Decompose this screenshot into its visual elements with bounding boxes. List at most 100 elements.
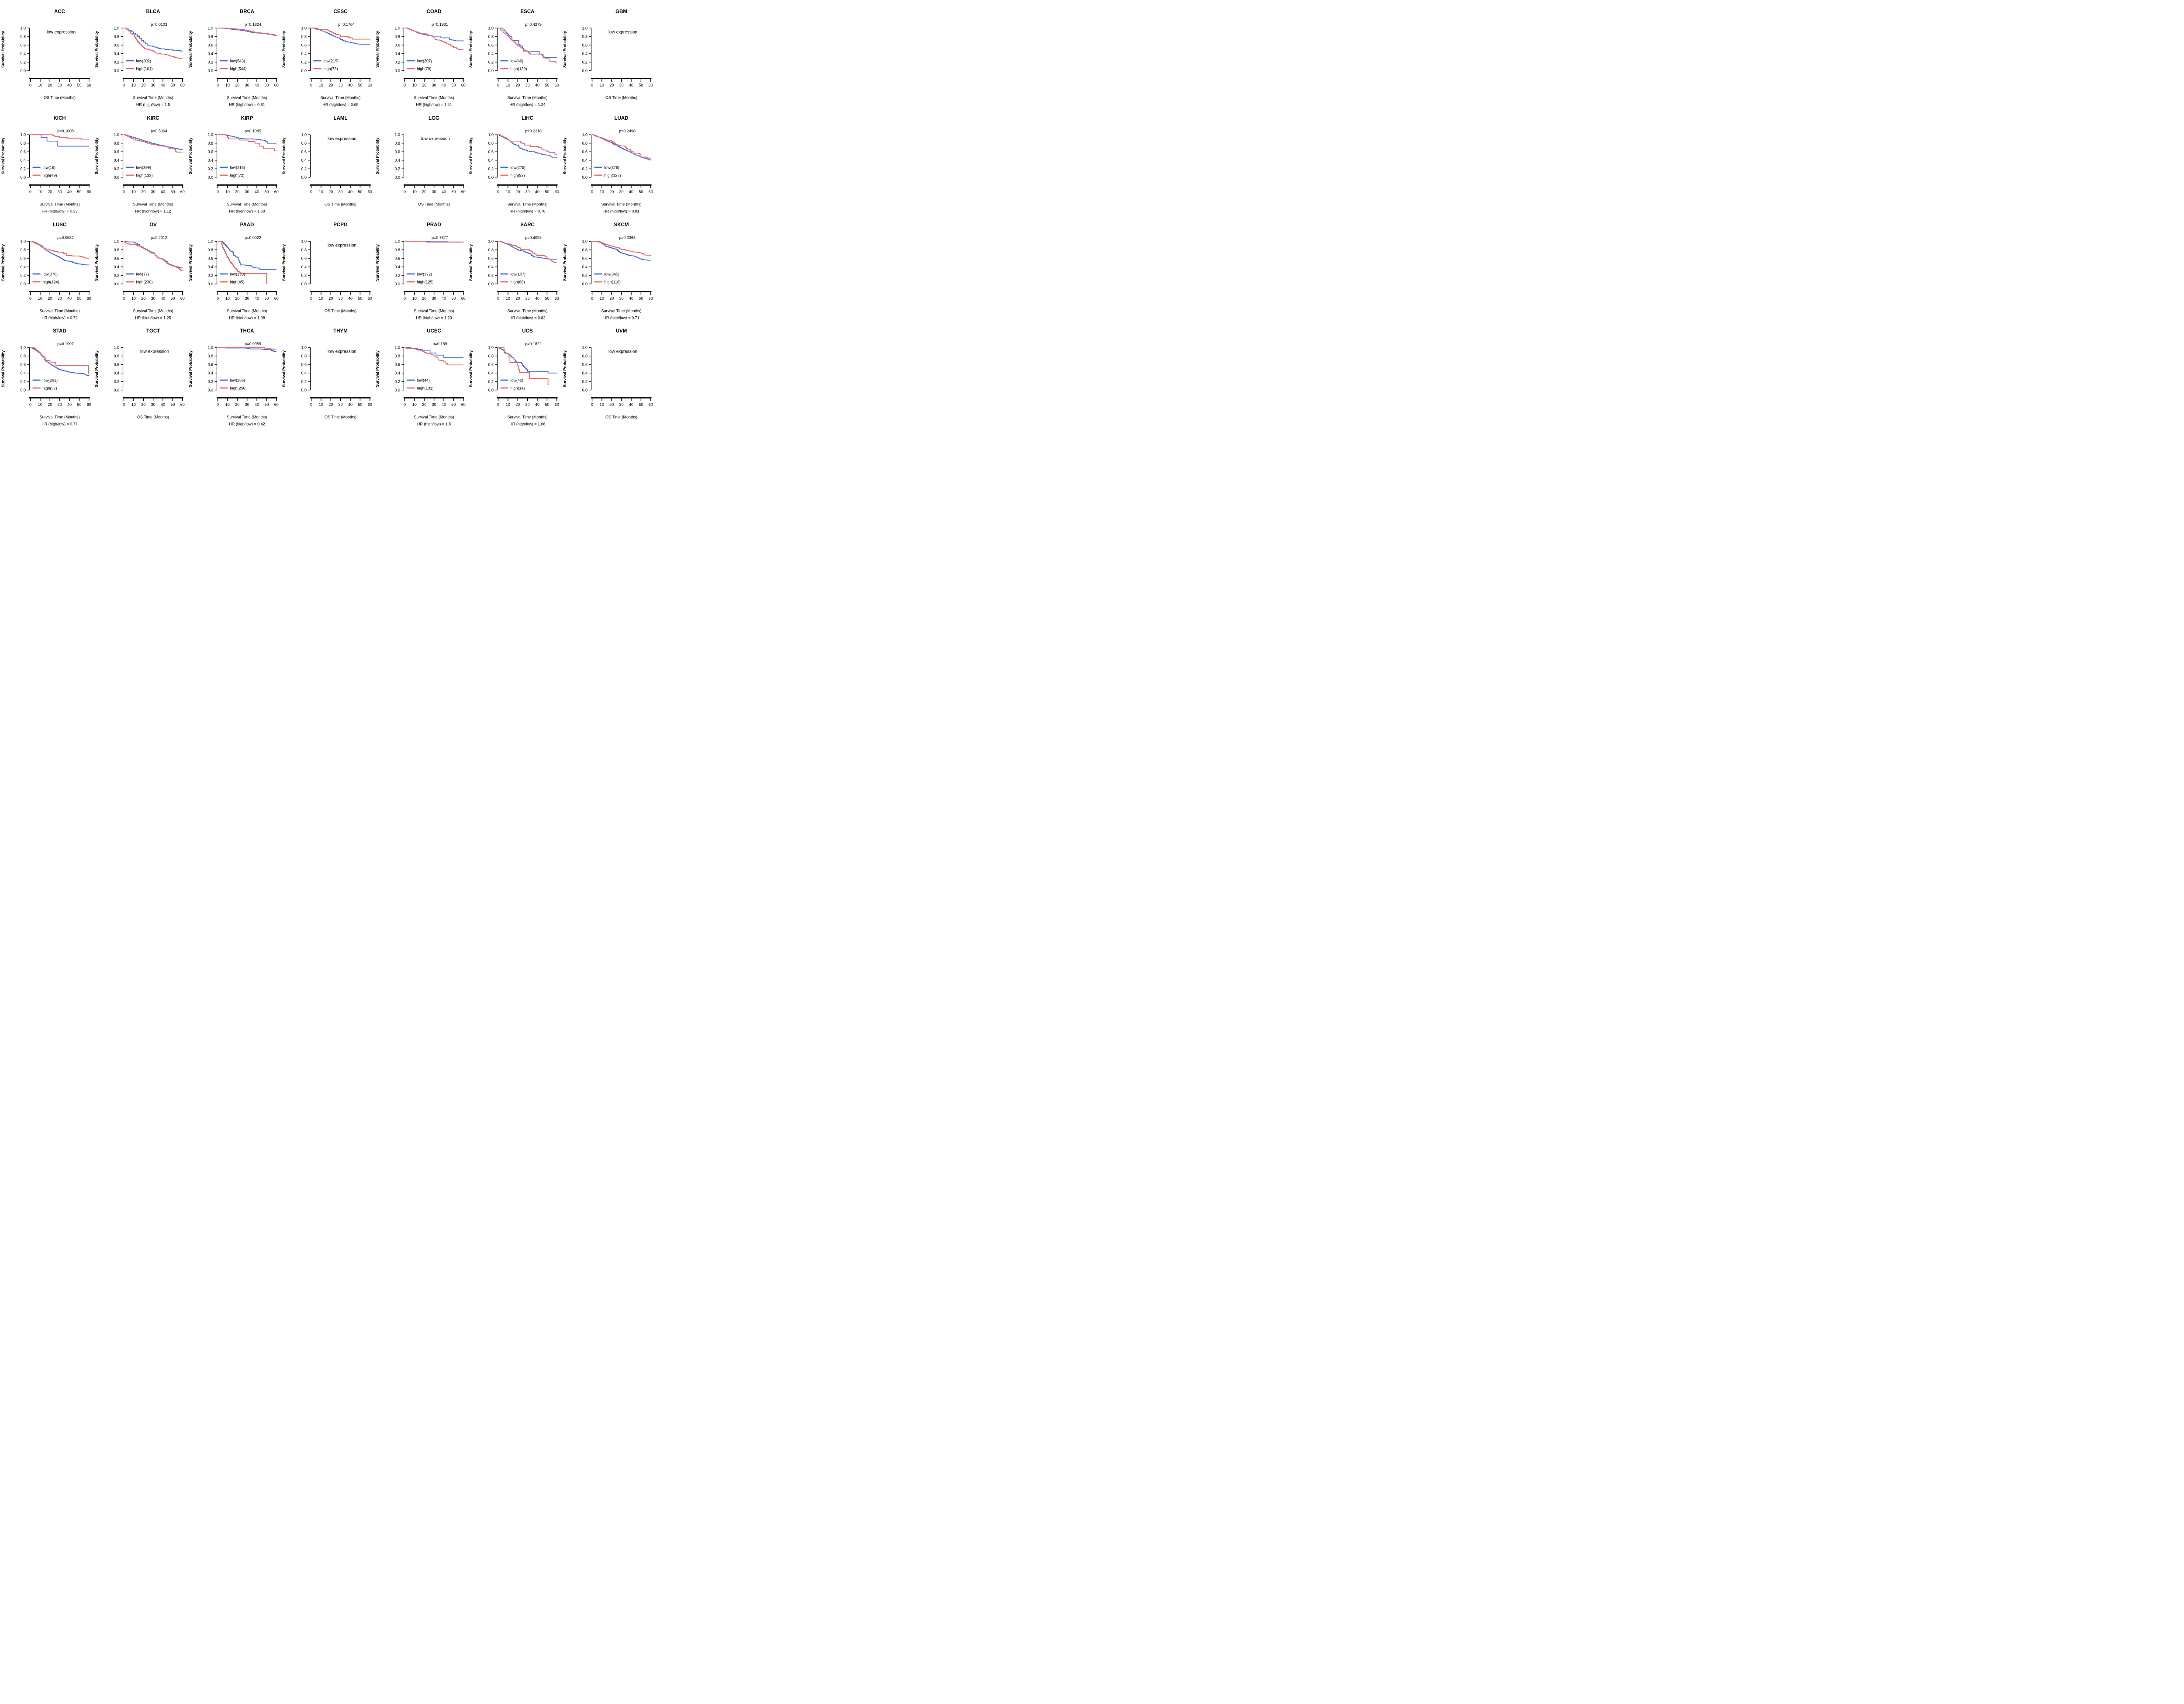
x-tick-label: 10 — [319, 83, 323, 87]
y-tick-label: 0.8 — [21, 248, 26, 252]
x-tick-label: 40 — [255, 296, 259, 301]
x-axis: 0 10 20 30 40 50 60 — [29, 291, 91, 301]
x-tick-label: 40 — [442, 296, 446, 301]
y-tick-label: 0.2 — [582, 380, 587, 384]
low-survival-curve — [30, 134, 89, 147]
x-tick-label: 50 — [545, 402, 549, 407]
y-axis: 0.0 0.2 0.4 0.6 0.8 1.0 — [114, 239, 124, 286]
legend-label-low: low(256) — [230, 378, 245, 383]
x-axis-title: Survival Time (Months) — [508, 202, 548, 206]
x-tick-label: 0 — [217, 296, 219, 301]
x-axis-title: Survival Time (Months) — [508, 308, 548, 313]
x-tick-label: 20 — [142, 190, 146, 194]
legend-label-high: high(124) — [43, 280, 59, 284]
x-tick-label: 10 — [412, 190, 417, 194]
x-axis-title: Survival Time (Months) — [227, 415, 267, 419]
x-tick-label: 30 — [525, 83, 530, 87]
x-axis: 0 10 20 30 40 50 60 — [497, 291, 559, 301]
y-tick-label: 1.0 — [114, 132, 120, 137]
y-tick-label: 1.0 — [207, 346, 213, 350]
low-expression-note: low expression — [47, 30, 76, 35]
y-axis-title: Survival Probability — [563, 31, 567, 68]
hr-annotation: HR (high/low) = 0.82 — [510, 315, 546, 319]
y-tick-label: 0.6 — [395, 256, 401, 260]
y-tick-label: 0.2 — [207, 60, 213, 65]
y-tick-label: 0.4 — [114, 265, 120, 269]
y-axis-title: Survival Probability — [188, 350, 193, 387]
km-plot-PAAD: PAAD 0.0 0.2 0.4 0.6 0.8 1.0 0 10 20 30 40 50 60 Survi… — [188, 222, 279, 320]
km-plot-LIHC: LIHC 0.0 0.2 0.4 0.6 0.8 1.0 0 10 20 30 40 50 60 Survi… — [469, 116, 559, 213]
x-tick-label: 30 — [151, 190, 156, 194]
km-panel-KICH: KICH 0.0 0.2 0.4 0.6 0.8 1.0 0 10 20 30 40 50 60 Survi… — [0, 107, 93, 213]
km-panel-PCPG: PCPG 0.0 0.2 0.4 0.6 0.8 1.0 0 10 20 30 40 50 60 Survi… — [281, 213, 374, 320]
y-tick-label: 0.4 — [582, 265, 587, 269]
legend: low(302) high(101) — [126, 59, 153, 71]
hr-annotation: HR (high/low) = 0.71 — [603, 315, 639, 319]
hr-annotation: HR (high/low) = 1.68 — [229, 209, 265, 213]
x-tick-label: 40 — [348, 296, 352, 301]
x-tick-label: 10 — [38, 83, 42, 87]
x-tick-label: 0 — [591, 296, 593, 301]
y-tick-label: 0.2 — [301, 273, 307, 277]
p-value: p=0.1085 — [245, 129, 261, 133]
x-axis-title: Survival Time (Months) — [133, 96, 173, 100]
y-tick-label: 1.0 — [582, 239, 587, 243]
x-tick-label: 0 — [310, 83, 312, 87]
km-plot-SKCM: SKCM 0.0 0.2 0.4 0.6 0.8 1.0 0 10 20 30 40 50 60 Survi… — [563, 222, 653, 320]
legend: low(543) high(544) — [220, 59, 246, 71]
x-tick-label: 50 — [452, 190, 456, 194]
legend-label-high: high(230) — [136, 280, 153, 284]
x-tick-label: 50 — [171, 402, 175, 407]
low-expression-note: low expression — [608, 350, 637, 354]
km-plot-UVM: UVM 0.0 0.2 0.4 0.6 0.8 1.0 0 10 20 30 40 50 60 Surviv… — [563, 329, 653, 419]
x-tick-label: 0 — [497, 83, 499, 87]
low-expression-note: low expression — [328, 350, 356, 354]
x-tick-label: 60 — [555, 83, 559, 87]
low-survival-curve — [218, 134, 276, 144]
legend: low(44) high(131) — [407, 378, 434, 391]
y-tick-label: 0.8 — [582, 248, 587, 252]
x-tick-label: 30 — [245, 83, 249, 87]
x-tick-label: 20 — [422, 296, 426, 301]
legend-label-high: high(45) — [230, 280, 244, 284]
y-tick-label: 0.2 — [488, 273, 494, 277]
y-tick-label: 0.0 — [301, 388, 307, 392]
y-tick-label: 0.2 — [21, 273, 26, 277]
y-tick-label: 0.8 — [582, 354, 587, 358]
y-tick-label: 0.6 — [301, 149, 307, 154]
y-tick-label: 0.0 — [114, 69, 120, 73]
x-tick-label: 60 — [461, 83, 466, 87]
panel-title: LIHC — [522, 116, 534, 121]
y-tick-label: 0.4 — [301, 52, 307, 56]
y-axis-title: Survival Probability — [1, 244, 5, 281]
x-tick-label: 40 — [629, 296, 633, 301]
low-survival-curve — [218, 28, 277, 36]
x-tick-label: 60 — [274, 83, 278, 87]
hr-annotation: HR (high/low) = 1.66 — [510, 422, 546, 426]
km-plot-PCPG: PCPG 0.0 0.2 0.4 0.6 0.8 1.0 0 10 20 30 40 50 60 Survi… — [282, 222, 372, 313]
high-survival-curve — [498, 28, 557, 64]
y-tick-label: 0.8 — [114, 35, 120, 39]
legend-label-high: high(131) — [417, 386, 434, 391]
km-panel-UCEC: UCEC 0.0 0.2 0.4 0.6 0.8 1.0 0 10 20 30 40 50 60 Survi… — [374, 319, 468, 426]
hr-annotation: HR (high/low) = 0.33 — [41, 209, 77, 213]
panel-title: STAD — [53, 329, 66, 334]
km-plot-UCS: UCS 0.0 0.2 0.4 0.6 0.8 1.0 0 10 20 30 40 50 60 Surviv… — [469, 329, 559, 426]
km-panel-ESCA: ESCA 0.0 0.2 0.4 0.6 0.8 1.0 0 10 20 30 40 50 60 Survi… — [468, 0, 561, 107]
x-tick-label: 60 — [87, 83, 91, 87]
legend-label-low: low(372) — [417, 272, 432, 276]
y-tick-label: 0.0 — [114, 388, 120, 392]
y-tick-label: 0.4 — [488, 265, 494, 269]
x-tick-label: 60 — [368, 402, 372, 407]
y-tick-label: 0.2 — [488, 60, 494, 65]
x-tick-label: 30 — [525, 402, 530, 407]
km-panel-KIRP: KIRP 0.0 0.2 0.4 0.6 0.8 1.0 0 10 20 30 40 50 60 Survi… — [187, 107, 281, 213]
x-tick-label: 20 — [48, 402, 52, 407]
x-tick-label: 40 — [161, 190, 165, 194]
high-survival-curve — [218, 347, 276, 350]
x-tick-label: 50 — [77, 296, 81, 301]
x-tick-label: 40 — [255, 83, 259, 87]
x-tick-label: 50 — [545, 190, 549, 194]
y-tick-label: 0.8 — [301, 354, 307, 358]
x-tick-label: 30 — [338, 83, 342, 87]
